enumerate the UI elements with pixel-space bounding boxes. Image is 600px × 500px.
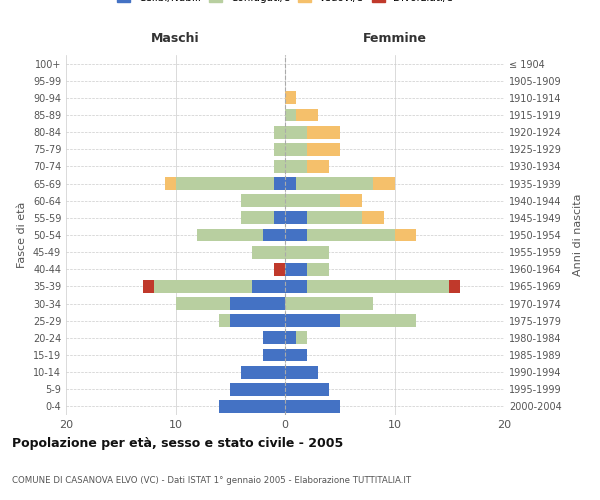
Bar: [307, 143, 340, 156]
Bar: [176, 177, 274, 190]
Bar: [307, 160, 329, 173]
Bar: [252, 280, 285, 293]
Bar: [241, 366, 285, 378]
Bar: [340, 194, 362, 207]
Bar: [285, 263, 307, 276]
Bar: [285, 383, 329, 396]
Bar: [274, 263, 285, 276]
Bar: [285, 143, 307, 156]
Bar: [154, 280, 252, 293]
Bar: [230, 314, 285, 327]
Legend: Celibi/Nubili, Coniugati/e, Vedovi/e, Divorziati/e: Celibi/Nubili, Coniugati/e, Vedovi/e, Di…: [117, 0, 453, 3]
Bar: [285, 332, 296, 344]
Bar: [285, 400, 340, 413]
Bar: [197, 228, 263, 241]
Bar: [220, 314, 230, 327]
Bar: [285, 228, 307, 241]
Text: Maschi: Maschi: [151, 32, 200, 44]
Bar: [373, 177, 395, 190]
Bar: [285, 160, 307, 173]
Bar: [285, 177, 296, 190]
Bar: [307, 263, 329, 276]
Bar: [230, 297, 285, 310]
Bar: [263, 228, 285, 241]
Bar: [285, 314, 340, 327]
Bar: [296, 108, 318, 122]
Bar: [285, 194, 340, 207]
Bar: [274, 160, 285, 173]
Text: COMUNE DI CASANOVA ELVO (VC) - Dati ISTAT 1° gennaio 2005 - Elaborazione TUTTITA: COMUNE DI CASANOVA ELVO (VC) - Dati ISTA…: [12, 476, 411, 485]
Bar: [220, 400, 285, 413]
Bar: [285, 126, 307, 138]
Y-axis label: Fasce di età: Fasce di età: [17, 202, 27, 268]
Bar: [285, 246, 329, 258]
Bar: [285, 297, 373, 310]
Bar: [449, 280, 460, 293]
Bar: [143, 280, 154, 293]
Bar: [274, 126, 285, 138]
Bar: [241, 212, 274, 224]
Bar: [285, 92, 296, 104]
Bar: [176, 297, 230, 310]
Bar: [263, 348, 285, 362]
Text: Popolazione per età, sesso e stato civile - 2005: Popolazione per età, sesso e stato civil…: [12, 437, 343, 450]
Bar: [274, 177, 285, 190]
Text: Femmine: Femmine: [362, 32, 427, 44]
Bar: [296, 177, 373, 190]
Bar: [230, 383, 285, 396]
Bar: [285, 108, 296, 122]
Bar: [307, 228, 395, 241]
Bar: [307, 126, 340, 138]
Bar: [296, 332, 307, 344]
Y-axis label: Anni di nascita: Anni di nascita: [573, 194, 583, 276]
Bar: [274, 143, 285, 156]
Bar: [307, 280, 449, 293]
Bar: [164, 177, 175, 190]
Bar: [362, 212, 383, 224]
Bar: [395, 228, 416, 241]
Bar: [285, 366, 318, 378]
Bar: [252, 246, 285, 258]
Bar: [285, 348, 307, 362]
Bar: [274, 212, 285, 224]
Bar: [263, 332, 285, 344]
Bar: [307, 212, 362, 224]
Bar: [285, 280, 307, 293]
Bar: [241, 194, 285, 207]
Bar: [340, 314, 416, 327]
Bar: [285, 212, 307, 224]
